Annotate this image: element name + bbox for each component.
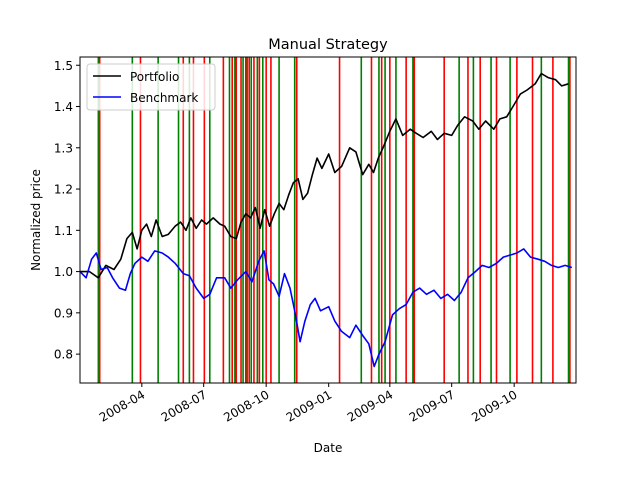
x-axis-label: Date <box>314 441 343 455</box>
axes-frame <box>79 56 577 384</box>
y-tick-label: 1.1 <box>54 224 73 238</box>
y-tick-label: 1.2 <box>54 183 73 197</box>
legend: Portfolio Benchmark <box>86 63 216 111</box>
chart-title: Manual Strategy <box>268 37 388 53</box>
legend-label-portfolio: Portfolio <box>130 70 179 84</box>
series-line-portfolio <box>80 72 569 279</box>
y-axis-label: Normalized price <box>29 169 43 271</box>
y-tick-label: 0.8 <box>54 348 73 362</box>
y-tick-label: 1.5 <box>54 59 73 73</box>
y-tick-label: 1.4 <box>54 100 73 114</box>
y-tick-label: 1.3 <box>54 141 73 155</box>
series-lines <box>79 72 573 368</box>
signal-lines <box>97 57 571 383</box>
series-line-benchmark <box>79 248 573 368</box>
y-tick-label: 1.0 <box>54 265 73 279</box>
legend-label-benchmark: Benchmark <box>130 91 198 105</box>
plot-area <box>79 56 577 384</box>
y-axis: 0.8 0.9 1.0 1.1 1.2 1.3 1.4 1.5 <box>54 59 80 362</box>
y-tick-label: 0.9 <box>54 306 73 320</box>
